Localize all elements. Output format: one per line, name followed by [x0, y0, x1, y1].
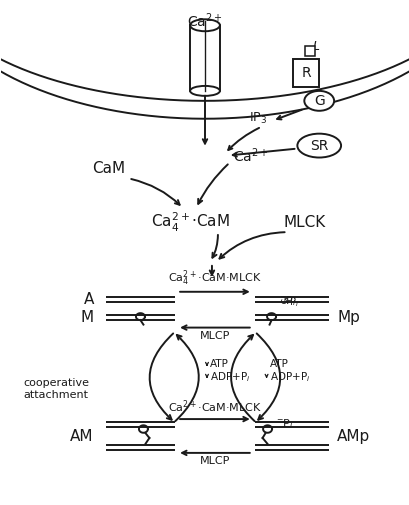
Text: $\circlearrowleft$P$_i$: $\circlearrowleft$P$_i$: [278, 295, 299, 309]
Ellipse shape: [190, 19, 219, 31]
Text: CaM: CaM: [92, 161, 125, 176]
Text: G: G: [313, 94, 324, 108]
Ellipse shape: [303, 91, 333, 111]
Text: $^{-}$P$_i$: $^{-}$P$_i$: [275, 417, 293, 431]
Ellipse shape: [297, 134, 340, 158]
Text: MLCP: MLCP: [199, 331, 229, 340]
Text: Ca$^{2+}$·CaM·MLCK: Ca$^{2+}$·CaM·MLCK: [168, 398, 261, 415]
Text: MLCP: MLCP: [199, 456, 229, 466]
Text: Ca$^{2+}_{4}$·CaM: Ca$^{2+}_{4}$·CaM: [150, 211, 229, 234]
Text: cooperative
attachment: cooperative attachment: [23, 378, 89, 400]
Ellipse shape: [190, 86, 219, 96]
Text: L: L: [312, 40, 319, 53]
Text: ATP: ATP: [269, 360, 288, 369]
Text: Ca$^{2+}$: Ca$^{2+}$: [232, 146, 267, 165]
Text: $^{-}$P$_i$: $^{-}$P$_i$: [279, 294, 297, 308]
Text: A: A: [83, 292, 94, 307]
Text: ATP: ATP: [209, 360, 228, 369]
Text: AMp: AMp: [336, 429, 369, 444]
Text: R: R: [301, 66, 310, 80]
Bar: [293, 59, 319, 87]
Text: IP$_3$: IP$_3$: [249, 111, 267, 126]
Bar: [305, 46, 315, 56]
Text: ADP+P$_i$: ADP+P$_i$: [269, 370, 309, 384]
Text: M: M: [81, 310, 94, 325]
Text: SR: SR: [309, 138, 328, 153]
Text: Ca$^{2+}$: Ca$^{2+}$: [187, 11, 222, 30]
Text: Ca$^{2+}_{4}$·CaM·MLCK: Ca$^{2+}_{4}$·CaM·MLCK: [168, 268, 261, 288]
Text: AM: AM: [70, 429, 94, 444]
Text: Mp: Mp: [336, 310, 359, 325]
Text: ADP+P$_i$: ADP+P$_i$: [209, 370, 250, 384]
Text: MLCK: MLCK: [283, 215, 325, 230]
